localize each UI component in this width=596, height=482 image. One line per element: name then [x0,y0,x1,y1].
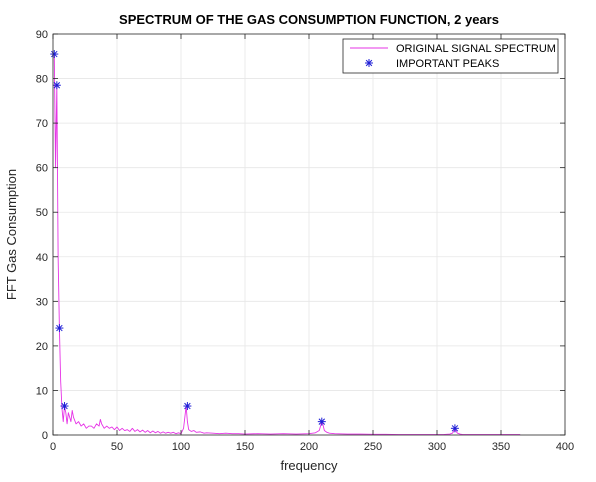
y-tick-label-8: 80 [36,74,48,86]
y-tick-label-0: 0 [42,430,48,442]
asterisk-stroke-d2 [365,59,373,67]
y-tick-label-5: 50 [36,207,48,219]
asterisk-stroke-d2 [56,324,63,332]
legend-entry-original-signal: ORIGINAL SIGNAL SPECTRUM [396,43,556,55]
chart-title: SPECTRUM OF THE GAS CONSUMPTION FUNCTION… [119,12,499,27]
x-tick-label-5: 250 [364,441,382,453]
peak-marker-5 [317,417,326,426]
y-tick-label-2: 20 [36,341,48,353]
peak-marker-0 [50,50,59,59]
y-tick-label-1: 10 [36,385,48,397]
y-axis-label: FFT Gas Consumption [4,169,19,300]
x-tick-label-7: 350 [492,441,510,453]
y-tick-label-9: 90 [36,29,48,41]
asterisk-stroke-d2 [51,50,58,58]
y-tick-label-6: 60 [36,163,48,175]
x-tick-label-6: 300 [428,441,446,453]
series-layer [50,50,521,435]
x-tick-label-1: 50 [111,441,123,453]
peak-marker-6 [450,424,459,433]
legend-entry-important-peaks: IMPORTANT PEAKS [396,58,499,70]
x-tick-label-4: 200 [300,441,318,453]
x-axis-label: frequency [280,458,338,473]
peak-marker-3 [60,402,69,411]
x-tick-label-8: 400 [556,441,574,453]
asterisk-stroke-d2 [61,402,68,410]
y-tick-label-7: 70 [36,118,48,130]
x-tick-label-0: 0 [50,441,56,453]
asterisk-stroke-d2 [318,418,326,425]
x-tick-label-3: 150 [236,441,254,453]
legend-asterisk-marker [365,59,373,67]
legend-asterisk-glyph [365,59,373,67]
legend: ORIGINAL SIGNAL SPECTRUM IMPORTANT PEAKS [342,38,559,74]
asterisk-stroke-d2 [184,402,191,410]
peak-marker-1 [52,81,61,90]
legend-box [342,38,559,74]
axis-ticks: 0 50 100 150 200 250 300 350 400 0 10 20 30 40 50 60 70 8… [36,29,574,453]
peak-marker-2 [55,324,64,333]
y-tick-label-4: 40 [36,252,48,264]
peak-marker-4 [183,402,192,411]
x-tick-label-2: 100 [172,441,190,453]
series-line-original-signal-spectrum [53,54,521,435]
y-tick-label-3: 30 [36,296,48,308]
asterisk-stroke-d2 [451,425,459,432]
asterisk-stroke-d2 [53,82,61,89]
grid [53,34,565,435]
